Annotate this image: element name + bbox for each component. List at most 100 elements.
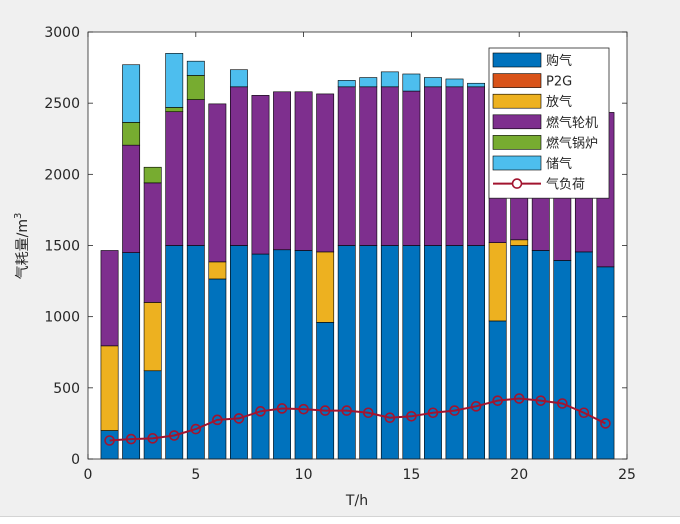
bar-segment	[316, 251, 335, 323]
bar-segment	[402, 245, 421, 460]
y-tick-label: 0	[71, 452, 80, 468]
bar-segment	[122, 64, 141, 123]
bar-segment	[445, 245, 464, 460]
bar-segment	[402, 90, 421, 246]
bar-segment	[229, 86, 248, 246]
load-point	[125, 433, 137, 445]
legend-entry: 放气	[546, 94, 572, 110]
bar-segment	[186, 99, 205, 246]
bar-segment	[510, 245, 529, 460]
bar-segment	[273, 249, 291, 460]
bar-segment	[488, 242, 507, 322]
bar-segment	[229, 245, 248, 460]
load-point	[233, 413, 245, 424]
bar-segment	[165, 245, 184, 460]
bar-segment	[316, 322, 335, 460]
bar-segment	[445, 78, 464, 88]
bar-segment	[402, 73, 421, 92]
bar-segment	[467, 82, 486, 88]
load-point	[470, 401, 482, 412]
legend-swatch	[492, 114, 542, 130]
bar-segment	[122, 122, 141, 146]
load-point	[578, 407, 590, 419]
gas-load-line	[104, 393, 611, 446]
x-tick-label: 0	[84, 467, 93, 483]
bar-segment	[165, 53, 184, 108]
y-tick-label: 500	[53, 381, 80, 397]
load-point	[212, 414, 223, 426]
load-point	[535, 395, 547, 406]
bar-segment	[143, 182, 162, 303]
legend-entry: P2G	[546, 75, 572, 90]
bar-segment	[316, 93, 335, 253]
bars	[100, 53, 615, 460]
bar-segment	[445, 86, 464, 246]
x-tick-label: 15	[402, 467, 420, 483]
bar-segment	[251, 253, 270, 460]
load-point	[190, 423, 202, 435]
load-point	[427, 407, 439, 419]
load-point	[104, 435, 115, 446]
bar-segment	[359, 77, 378, 88]
legend-swatch	[492, 73, 542, 88]
legend-swatch	[492, 52, 542, 68]
load-point	[276, 403, 288, 414]
load-point	[513, 393, 525, 404]
bar-segment	[186, 75, 205, 100]
bar-segment	[294, 250, 313, 460]
x-axis-label: T/h	[345, 493, 368, 509]
load-point	[255, 406, 266, 417]
y-tick-label: 1000	[44, 310, 80, 326]
bar-segment	[380, 245, 399, 460]
x-tick-label: 25	[618, 467, 636, 483]
x-tick-label: 20	[510, 467, 528, 483]
bar-segment	[337, 86, 356, 246]
load-point	[492, 395, 503, 406]
bar-segment	[165, 111, 184, 246]
bar-segment	[143, 302, 162, 372]
legend-entry: 储气	[546, 156, 572, 172]
bar-segment	[294, 91, 313, 251]
load-point	[298, 403, 309, 415]
y-axis-label-superscript: 3	[13, 213, 24, 219]
load-point	[147, 433, 158, 444]
load-point	[600, 418, 611, 429]
legend-entry: 燃气锅炉	[546, 135, 598, 151]
bar-segment	[273, 91, 291, 251]
bar-segment	[100, 345, 119, 431]
bar-segment	[251, 95, 270, 255]
bar-segment	[359, 245, 378, 460]
bar-segment	[510, 239, 529, 246]
bar-segment	[165, 107, 184, 113]
y-tick-label: 1500	[44, 239, 80, 255]
y-axis-label: 气耗量/m3	[13, 213, 31, 280]
window-bottom-edge	[0, 516, 680, 524]
bar-segment	[488, 320, 507, 460]
load-point	[362, 407, 374, 419]
bar-segment	[337, 80, 356, 88]
bar-segment	[122, 144, 141, 253]
load-point	[557, 398, 568, 409]
legend-swatch	[492, 135, 542, 150]
bar-segment	[553, 260, 572, 460]
x-tick-label: 5	[191, 467, 200, 483]
bar-segment	[100, 250, 119, 347]
load-point	[319, 405, 331, 416]
load-point	[406, 410, 417, 422]
legend-marker	[511, 178, 523, 189]
bar-segment	[531, 250, 550, 460]
y-tick-label: 2000	[44, 167, 80, 183]
bar-segment	[208, 103, 227, 263]
legend-entry: 购气	[546, 53, 572, 69]
load-point	[341, 405, 353, 416]
load-point	[168, 430, 180, 441]
bar-segment	[424, 77, 442, 88]
bar-segment	[229, 69, 248, 88]
bar-segment	[122, 252, 141, 460]
y-tick-label: 3000	[44, 25, 80, 41]
bar-segment	[424, 86, 442, 246]
y-axis-label-text: 气耗量/m	[15, 219, 31, 279]
